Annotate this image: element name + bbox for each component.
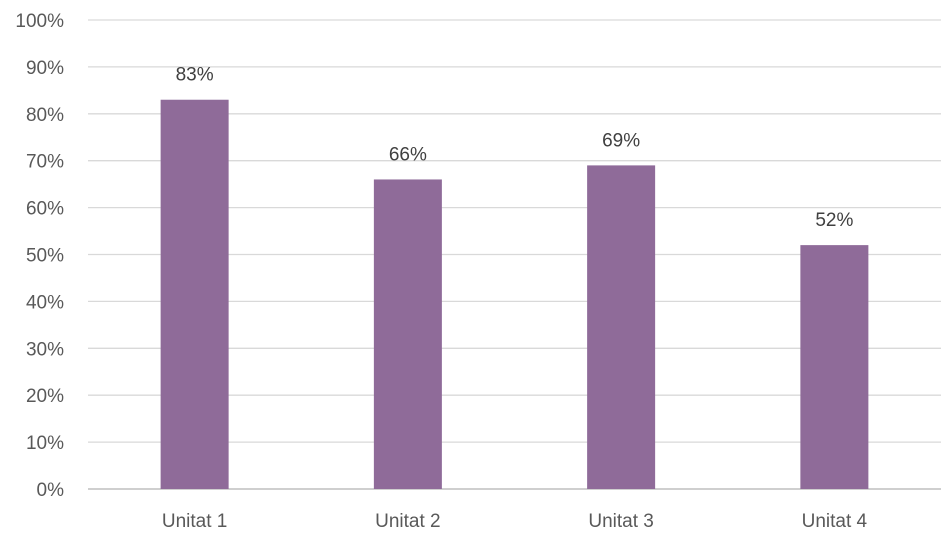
y-tick-label: 40% <box>26 292 64 313</box>
bars <box>160 99 869 489</box>
y-tick-label: 20% <box>26 386 64 407</box>
data-label-4: 52% <box>815 210 853 231</box>
y-tick-label: 70% <box>26 152 64 173</box>
y-tick-label: 80% <box>26 105 64 126</box>
y-tick-label: 10% <box>26 433 64 454</box>
y-tick-label: 50% <box>26 246 64 267</box>
bar-2 <box>373 179 442 489</box>
gridlines <box>88 19 941 490</box>
bar-3 <box>587 165 656 489</box>
bar-1 <box>160 99 229 489</box>
x-axis-category-labels: Unitat 1 Unitat 2 Unitat 3 Unitat 4 <box>162 511 868 532</box>
y-tick-label: 90% <box>26 58 64 79</box>
category-label-1: Unitat 1 <box>162 511 227 532</box>
y-axis-tick-labels: 0% 10% 20% 30% 40% 50% 60% 70% 80% 90% 100% <box>15 11 64 501</box>
bar-4 <box>800 245 869 489</box>
category-label-2: Unitat 2 <box>375 511 440 532</box>
y-tick-label: 0% <box>37 480 65 501</box>
data-labels: 83% 66% 69% 52% <box>176 65 854 231</box>
data-label-3: 69% <box>602 130 640 151</box>
category-label-4: Unitat 4 <box>802 511 868 532</box>
data-label-2: 66% <box>389 144 427 165</box>
y-tick-label: 60% <box>26 199 64 220</box>
y-tick-label: 100% <box>15 11 64 32</box>
category-label-3: Unitat 3 <box>588 511 653 532</box>
y-tick-label: 30% <box>26 339 64 360</box>
data-label-1: 83% <box>176 65 214 86</box>
